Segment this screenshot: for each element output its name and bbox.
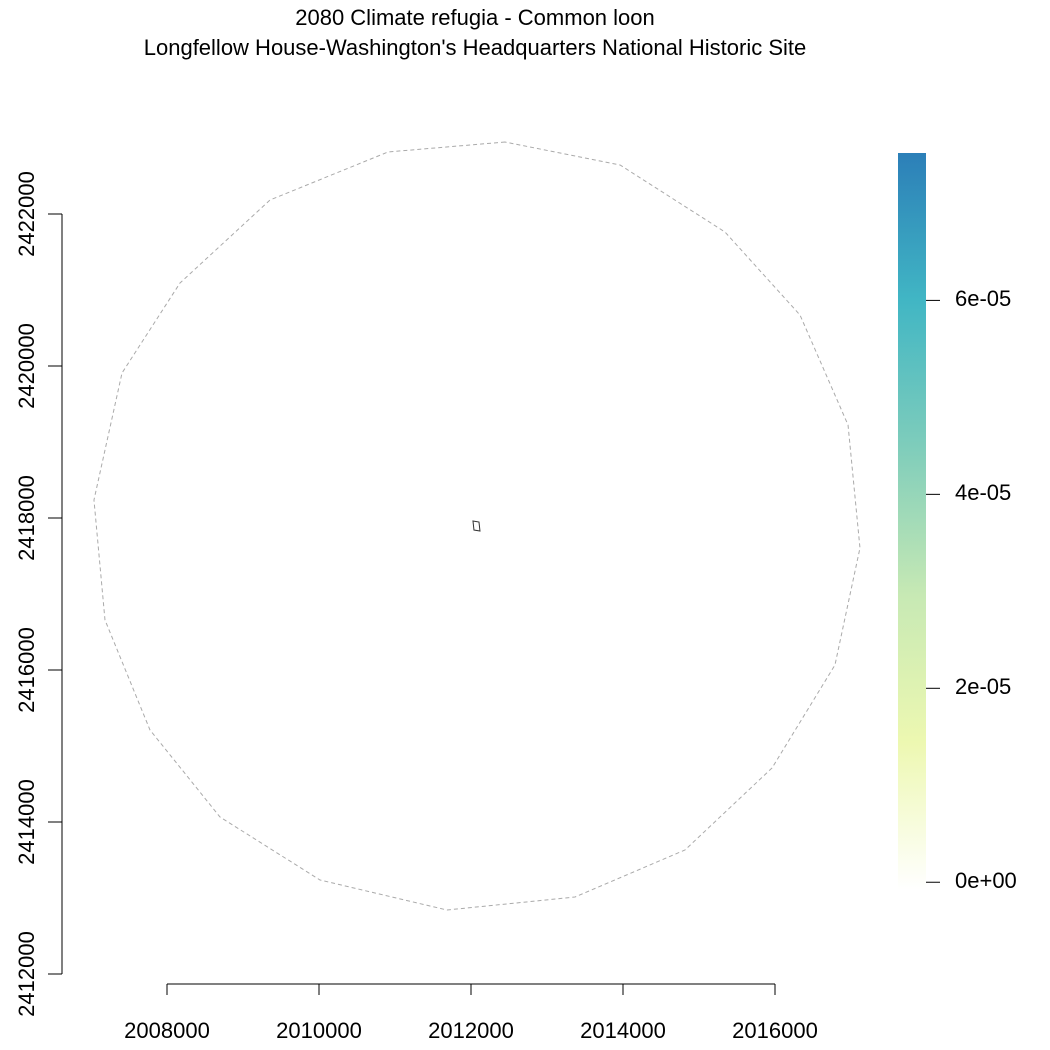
y-tick-label: 2422000 <box>14 171 39 257</box>
boundary <box>472 520 481 532</box>
chart-title: 2080 Climate refugia - Common loon <box>295 5 655 30</box>
y-tick-label: 2414000 <box>14 779 39 865</box>
y-tick-label: 2412000 <box>14 931 39 1017</box>
x-tick-label: 2010000 <box>276 1018 362 1043</box>
colorbar-tick-label: 2e-05 <box>955 674 1011 699</box>
x-tick-label: 2012000 <box>428 1018 514 1043</box>
colorbar-tick-label: 4e-05 <box>955 480 1011 505</box>
colorbar-tick-label: 6e-05 <box>955 286 1011 311</box>
x-tick-label: 2016000 <box>732 1018 818 1043</box>
y-tick-label: 2418000 <box>14 475 39 561</box>
chart-subtitle: Longfellow House-Washington's Headquarte… <box>144 35 807 60</box>
y-tick-label: 2420000 <box>14 323 39 409</box>
x-tick-label: 2014000 <box>580 1018 666 1043</box>
colorbar-tick-label: 0e+00 <box>955 868 1017 893</box>
y-tick-label: 2416000 <box>14 627 39 713</box>
colorbar <box>898 153 926 890</box>
boundary <box>93 141 861 911</box>
x-tick-label: 2008000 <box>124 1018 210 1043</box>
